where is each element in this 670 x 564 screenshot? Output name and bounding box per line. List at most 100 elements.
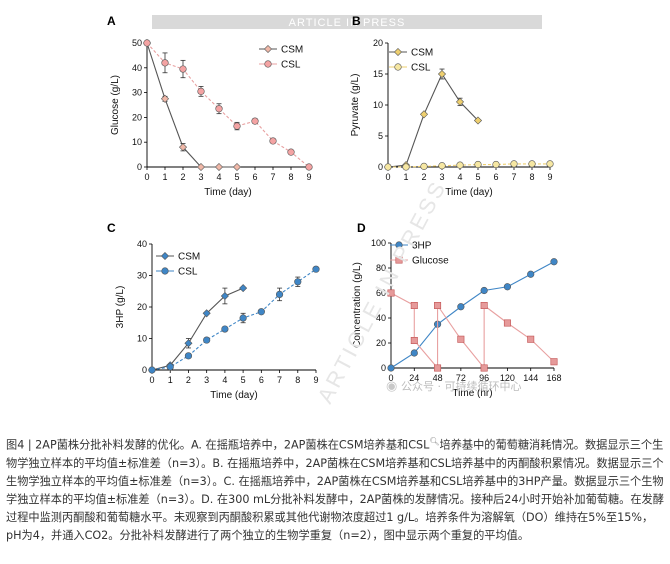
panel-d-3hp-point — [387, 364, 395, 372]
panel-b-csl-point — [456, 161, 464, 169]
panel-d-x-tick-label: 144 — [523, 373, 538, 383]
panel-c-y-tick-label: 10 — [137, 334, 147, 344]
panel-c-y-tick-label: 20 — [137, 302, 147, 312]
panel-a-x-tick-label: 9 — [306, 172, 311, 182]
panel-c-legend-csm-marker — [160, 251, 170, 261]
panel-d-glucose-point — [434, 364, 442, 372]
panel-c-csm-point — [239, 284, 248, 293]
caption-part-1: 图4 | 2AP菌株分批补料发酵的优化。A. 在摇瓶培养中，2AP菌株在CSM培… — [6, 438, 430, 452]
panel-a-csm-point — [196, 162, 206, 172]
panel-d-y-tick-label: 60 — [376, 288, 386, 298]
panel-b-x-tick-label: 8 — [529, 172, 534, 182]
panel-d-3hp-point — [457, 303, 465, 311]
panel-b-x-tick-label: 4 — [457, 172, 462, 182]
panel-a-x-tick-label: 8 — [288, 172, 293, 182]
panel-d-y-tick-label: 40 — [376, 313, 386, 323]
panel-a-x-tick-label: 4 — [216, 172, 221, 182]
panel-a-csm-point — [160, 94, 170, 103]
panel-a-y-tick-label: 20 — [132, 112, 142, 122]
panel-c-legend-csm-label: CSM — [178, 252, 200, 263]
panel-c-y-tick-label: 40 — [137, 239, 147, 249]
panel-c-legend-csl-marker — [161, 267, 169, 275]
search-icon[interactable]: 🔍︎ — [429, 437, 440, 446]
panel-b-x-tick-label: 5 — [475, 172, 480, 182]
panel-d-glucose-point — [480, 364, 488, 372]
panel-d-glucose-point — [503, 319, 511, 327]
panel-a-y-tick-label: 10 — [132, 137, 142, 147]
panel-b-csm-point — [437, 69, 447, 79]
panel-b-y-axis-title: Pyruvate (g/L) — [350, 74, 361, 137]
panel-c-csl-point — [148, 366, 156, 374]
watermark-banner: ARTICLE IN PRESS — [289, 17, 406, 29]
panel-d-glucose-point — [550, 358, 558, 366]
chart-panel-d: D 0 24 48 72 96 120 144 168 0 20 40 60 80 100 Time (hr)… — [352, 221, 562, 399]
panel-b-csm-point — [419, 110, 429, 119]
panel-b-csl-point — [438, 162, 446, 170]
panel-d-x-tick-label: 168 — [546, 373, 561, 383]
panel-a-csl-point — [305, 163, 313, 171]
panel-b-y-tick-label: 20 — [373, 38, 383, 48]
panel-c-x-tick-label: 0 — [149, 375, 154, 385]
panel-b-csm-point — [455, 97, 465, 106]
panel-c-y-tick-label: 0 — [142, 365, 147, 375]
panel-d-3hp-point — [550, 258, 558, 266]
panel-a-y-tick-label: 30 — [132, 88, 142, 98]
panel-b-x-tick-label: 9 — [547, 172, 552, 182]
panel-d-3hp-point — [503, 283, 512, 291]
panel-a-csl-point — [269, 137, 277, 145]
panel-c-csl-point — [166, 363, 174, 371]
panel-c-csl-point — [294, 278, 302, 286]
panel-c-x-tick-label: 7 — [277, 375, 282, 385]
panel-d-y-tick-label: 80 — [376, 263, 386, 273]
panel-c-y-tick-label: 30 — [137, 271, 147, 281]
panel-d-glucose-point — [387, 289, 395, 297]
panel-a-legend-csm-label: CSM — [281, 45, 303, 56]
panel-b-x-axis-title: Time (day) — [445, 187, 492, 198]
panel-a-csl-point — [197, 87, 205, 95]
panel-b-csm-line — [387, 72, 479, 168]
panel-b-legend-csm-label: CSM — [411, 48, 433, 59]
panel-a-csl-point — [161, 59, 169, 67]
panel-b-legend-csl-label: CSL — [411, 63, 431, 74]
panel-c-x-tick-label: 2 — [186, 375, 191, 385]
panel-a-csl-point — [233, 122, 241, 130]
panel-a-csl-point — [143, 39, 151, 47]
panel-c-csl-point — [275, 290, 284, 299]
panel-b-csl-point — [510, 160, 518, 168]
panel-a-label: A — [107, 14, 116, 28]
panel-d-glucose-point — [410, 336, 418, 344]
panel-a-legend-csm-marker — [263, 44, 273, 54]
panel-a-csm-point — [232, 162, 242, 172]
panel-b-x-tick-label: 0 — [385, 172, 390, 182]
panel-b-csl-point — [420, 162, 428, 170]
panel-a-y-axis-title: Glucose (g/L) — [110, 75, 121, 135]
panel-c-csm-line — [151, 287, 244, 371]
panel-c-x-tick-label: 8 — [295, 375, 300, 385]
panel-d-3hp-point — [410, 349, 418, 357]
panel-c-csm-point — [184, 339, 193, 348]
caption-part-2: 培养基中的葡萄糖消耗情况。数据显示三个生物学独立样本的平均值±标准差（n=3）。… — [6, 438, 664, 542]
panel-b-x-tick-label: 7 — [511, 172, 516, 182]
panel-b-csl-point — [402, 163, 410, 171]
panel-c-csl-point — [312, 265, 320, 273]
panel-c-csl-point — [184, 352, 193, 360]
panel-d-glucose-point — [410, 301, 418, 309]
panel-b-csl-point — [528, 160, 536, 168]
panel-a-x-tick-label: 5 — [234, 172, 239, 182]
panel-c-csl-point — [221, 325, 229, 333]
panel-b-x-tick-label: 6 — [493, 172, 498, 182]
panel-d-legend-glucose-label: Glucose — [412, 256, 449, 267]
panel-c-x-tick-label: 3 — [204, 375, 209, 385]
panel-c-x-tick-label: 1 — [168, 375, 173, 385]
panel-a-csl-point — [287, 148, 295, 156]
panel-d-3hp-point — [527, 270, 535, 278]
panel-d-legend-3hp-marker — [395, 241, 403, 249]
panel-a-csl-point — [179, 65, 187, 73]
panel-a-x-tick-label: 0 — [144, 172, 149, 182]
panel-d-legend-glucose-marker — [395, 256, 403, 264]
panel-d-legend-3hp-label: 3HP — [412, 241, 432, 252]
panel-a-csm-point — [178, 143, 188, 152]
panel-a-y-tick-label: 50 — [132, 38, 142, 48]
panel-c-csl-line — [151, 268, 317, 371]
panel-a-csl-line — [146, 42, 310, 168]
